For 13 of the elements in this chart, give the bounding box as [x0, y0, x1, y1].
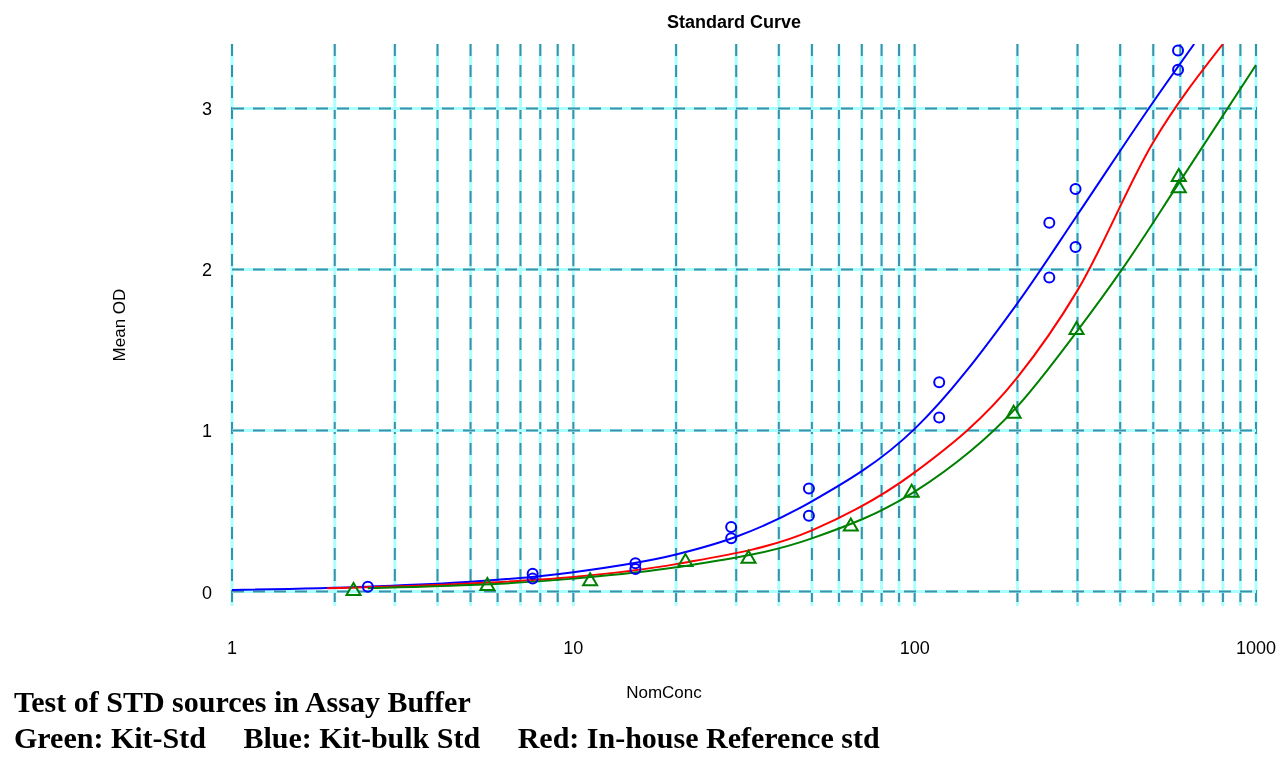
- text: Green: Kit-Std Blue: Kit-bulk Std Red: In-house Reference std: [14, 721, 880, 754]
- y-axis-title: Mean OD: [110, 288, 129, 362]
- x-tick-label: 100: [899, 638, 930, 658]
- y-tick-label: 2: [201, 260, 212, 281]
- text: Test of STD sources in Assay Buffer: [14, 685, 471, 718]
- y-tick-label: 0: [201, 582, 212, 603]
- chart-title: Standard Curve: [666, 12, 802, 32]
- x-tick-label: 10: [563, 638, 584, 658]
- x-axis-title: NomConc: [626, 683, 703, 702]
- y-tick-label: 3: [201, 99, 212, 120]
- y-tick-label: 1: [201, 421, 212, 442]
- x-tick-label: 1000: [1235, 638, 1277, 658]
- x-tick-label: 1: [226, 638, 238, 658]
